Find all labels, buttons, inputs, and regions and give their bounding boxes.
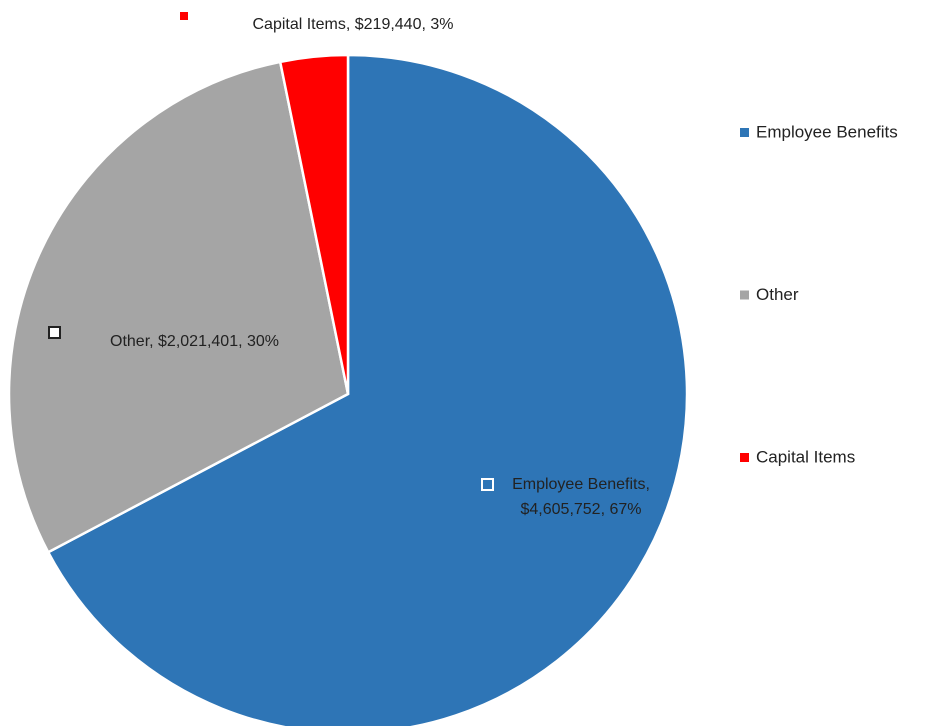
data-label: $4,605,752, 67% — [521, 501, 642, 518]
pie — [7, 53, 689, 726]
legend-swatch — [740, 290, 749, 300]
label-marker — [48, 326, 61, 339]
pie-slice — [46, 53, 689, 726]
legend-swatch — [740, 453, 749, 462]
label-marker — [481, 478, 494, 491]
data-label: Other, $2,021,401, 30% — [110, 333, 279, 350]
pie-slice — [7, 60, 350, 554]
data-label: Employee Benefits, — [512, 476, 650, 493]
data-label: Capital Items, $219,440, 3% — [252, 16, 453, 33]
legend-label: Employee Benefits — [756, 122, 898, 141]
label-marker — [180, 12, 188, 20]
legend-swatch — [740, 128, 749, 137]
pie-slice — [278, 53, 350, 395]
legend-label: Capital Items — [756, 447, 855, 466]
legend: Employee Benefits Other Capital Items — [740, 122, 898, 466]
legend-label: Other — [756, 285, 799, 304]
